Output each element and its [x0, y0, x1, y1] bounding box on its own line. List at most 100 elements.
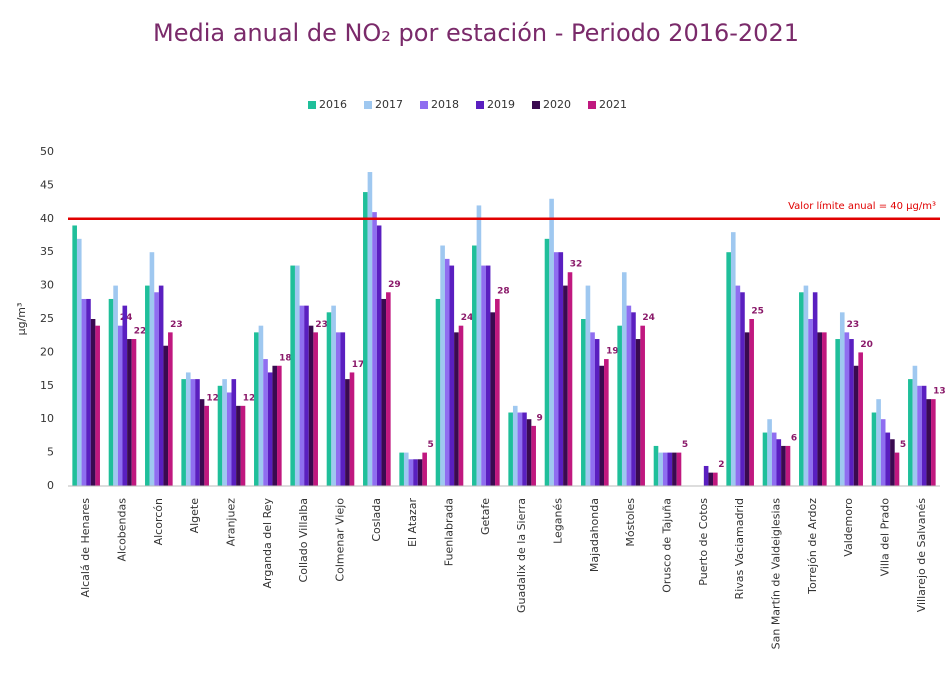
data-label: 12: [206, 393, 219, 403]
bar: [590, 332, 595, 486]
bar: [226, 392, 232, 486]
x-tick-label: El Atazar: [406, 498, 419, 547]
bar: [667, 452, 673, 486]
bar: [635, 339, 641, 486]
bar: [626, 305, 632, 486]
bar: [658, 452, 663, 486]
x-tick-label: Aranjuez: [225, 498, 238, 547]
y-tick-label: 10: [40, 412, 54, 425]
x-tick-label: Orusco de Tajuña: [661, 498, 674, 593]
x-tick-label: Puerto de Cotos: [697, 498, 710, 586]
x-tick-label: Collado Villalba: [297, 498, 310, 582]
bar: [853, 365, 859, 486]
bar: [458, 325, 464, 486]
x-tick-label: Alcobendas: [116, 498, 129, 562]
bar: [781, 445, 786, 486]
bar: [594, 339, 600, 486]
x-tick-label: Leganés: [552, 498, 565, 544]
bar: [822, 332, 827, 486]
data-label: 32: [570, 260, 583, 270]
bar: [740, 292, 745, 486]
bar: [122, 305, 128, 486]
bar: [86, 298, 91, 486]
y-tick-label: 20: [40, 345, 54, 358]
bar: [890, 439, 895, 486]
bar: [376, 225, 382, 487]
bar: [785, 445, 791, 486]
x-tick-label: Majadahonda: [588, 498, 601, 572]
data-label: 17: [352, 360, 365, 370]
bar: [399, 452, 404, 486]
bar: [563, 285, 568, 486]
x-tick-label: Guadalix de la Sierra: [515, 498, 528, 613]
bar: [522, 412, 527, 486]
bar: [912, 365, 918, 486]
bar: [149, 252, 155, 486]
bar: [199, 399, 205, 486]
legend-swatch: [532, 101, 540, 109]
reference-label: Valor límite anual = 40 µg/m³: [788, 200, 936, 212]
bar: [876, 399, 881, 486]
bar: [277, 365, 282, 486]
bar: [662, 452, 668, 486]
bar: [817, 332, 823, 486]
bar: [417, 459, 423, 486]
bar: [127, 339, 132, 486]
bar: [508, 412, 513, 486]
data-label: 9: [537, 413, 543, 423]
x-tick-label: San Martín de Valdeiglesias: [770, 498, 783, 650]
bar: [72, 225, 77, 487]
y-tick-label: 30: [40, 279, 54, 292]
bar: [917, 385, 922, 486]
bar: [921, 385, 927, 486]
bar: [236, 405, 241, 486]
data-label: 29: [388, 280, 401, 290]
bar: [726, 252, 731, 486]
bar: [435, 298, 441, 486]
data-label: 12: [243, 393, 256, 403]
bar: [531, 425, 536, 486]
bar: [808, 319, 813, 486]
bar: [76, 238, 82, 486]
x-tick-label: Móstoles: [624, 498, 637, 547]
data-label: 20: [860, 340, 873, 350]
bar: [526, 419, 532, 486]
legend-label: 2019: [487, 98, 515, 111]
bar: [472, 245, 477, 486]
bar: [744, 332, 750, 486]
bar: [181, 379, 186, 486]
x-tick-label: Valdemoro: [842, 498, 855, 557]
x-tick-label: Colmenar Viejo: [334, 498, 347, 582]
bar: [604, 359, 609, 486]
x-tick-label: Coslada: [370, 498, 383, 542]
bar: [258, 325, 264, 486]
x-tick-label: Rivas Vaciamadrid: [733, 498, 746, 599]
bar: [113, 285, 118, 486]
legend-swatch: [588, 101, 596, 109]
bar: [839, 312, 845, 486]
bar: [708, 472, 714, 486]
bar: [386, 292, 391, 486]
bar: [190, 379, 196, 486]
bar: [617, 325, 622, 486]
bar: [267, 372, 273, 486]
x-tick-label: Getafe: [479, 498, 492, 535]
data-label: 18: [279, 353, 292, 363]
bar: [672, 452, 677, 486]
y-tick-label: 0: [47, 479, 54, 492]
bar: [117, 325, 123, 486]
legend-swatch: [476, 101, 484, 109]
bar: [108, 298, 114, 486]
bar: [908, 379, 913, 486]
legend-swatch: [308, 101, 316, 109]
data-label: 24: [642, 313, 655, 323]
bar: [558, 252, 564, 486]
bar: [771, 432, 777, 486]
bar: [767, 419, 772, 486]
bar: [599, 365, 605, 486]
bar: [222, 379, 227, 486]
x-tick-label: Arganda del Rey: [261, 498, 274, 589]
bar: [495, 298, 500, 486]
bar: [803, 285, 809, 486]
